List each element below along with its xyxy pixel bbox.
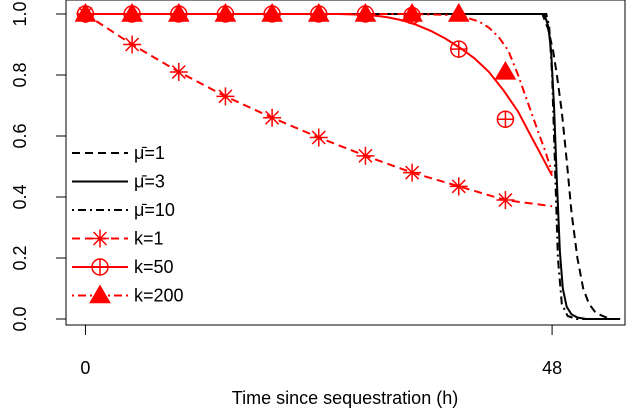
series-3-marker-7 [403, 163, 422, 182]
series-3-marker-3 [216, 87, 235, 106]
legend-item-2: μ̄=10 [72, 200, 175, 220]
series-5-marker-4 [261, 3, 283, 22]
series-3-marker-1 [123, 35, 142, 54]
series-5-marker-5 [307, 3, 330, 22]
legend-marker-5 [89, 284, 111, 304]
x-tick-label-1: 48 [542, 358, 562, 378]
legend-item-0: μ̄=1 [72, 143, 165, 163]
y-tick-label-3: 0.6 [10, 123, 30, 148]
y-tick-label-5: 1.0 [10, 1, 30, 26]
legend-label-5: k=200 [134, 286, 184, 306]
legend-label-2: μ̄=10 [134, 200, 175, 220]
legend-label-0: μ̄=1 [134, 143, 165, 163]
y-tick-label-1: 0.2 [10, 245, 30, 270]
series-3-marker-5 [309, 128, 328, 147]
y-tick-label-4: 0.8 [10, 62, 30, 87]
series-5-marker-8 [447, 3, 470, 22]
legend-item-1: μ̄=3 [72, 172, 165, 192]
series-5-marker-9 [494, 60, 517, 80]
series-3-marker-6 [356, 146, 375, 165]
series-3-marker-2 [169, 62, 188, 81]
legend-marker-4 [91, 258, 109, 276]
series-3-marker-4 [263, 108, 282, 127]
legend-label-1: μ̄=3 [134, 172, 165, 192]
legend-item-5: k=200 [72, 284, 184, 306]
y-tick-label-2: 0.4 [10, 184, 30, 209]
x-axis-label: Time since sequestration (h) [232, 388, 458, 408]
series-5-marker-2 [167, 3, 190, 22]
series-5-marker-7 [401, 3, 423, 22]
series-3-marker-8 [449, 177, 468, 196]
series-4-marker-9 [496, 110, 515, 128]
series-3-marker-9 [496, 191, 515, 210]
legend-marker-3 [91, 229, 109, 248]
legend-label-3: k=1 [134, 229, 164, 249]
x-tick-label-0: 0 [80, 358, 90, 378]
series-line-0 [85, 13, 621, 320]
legend-item-3: k=1 [72, 229, 164, 249]
series-4-marker-8 [450, 40, 468, 58]
series-5-marker-0 [74, 3, 97, 22]
series-5-marker-6 [354, 3, 377, 22]
y-tick-label-0: 0.0 [10, 306, 30, 331]
legend-label-4: k=50 [134, 257, 174, 277]
series-line-2 [85, 13, 621, 320]
legend-item-4: k=50 [72, 257, 174, 277]
series-5-marker-1 [121, 3, 143, 22]
series-5-marker-3 [214, 3, 237, 22]
